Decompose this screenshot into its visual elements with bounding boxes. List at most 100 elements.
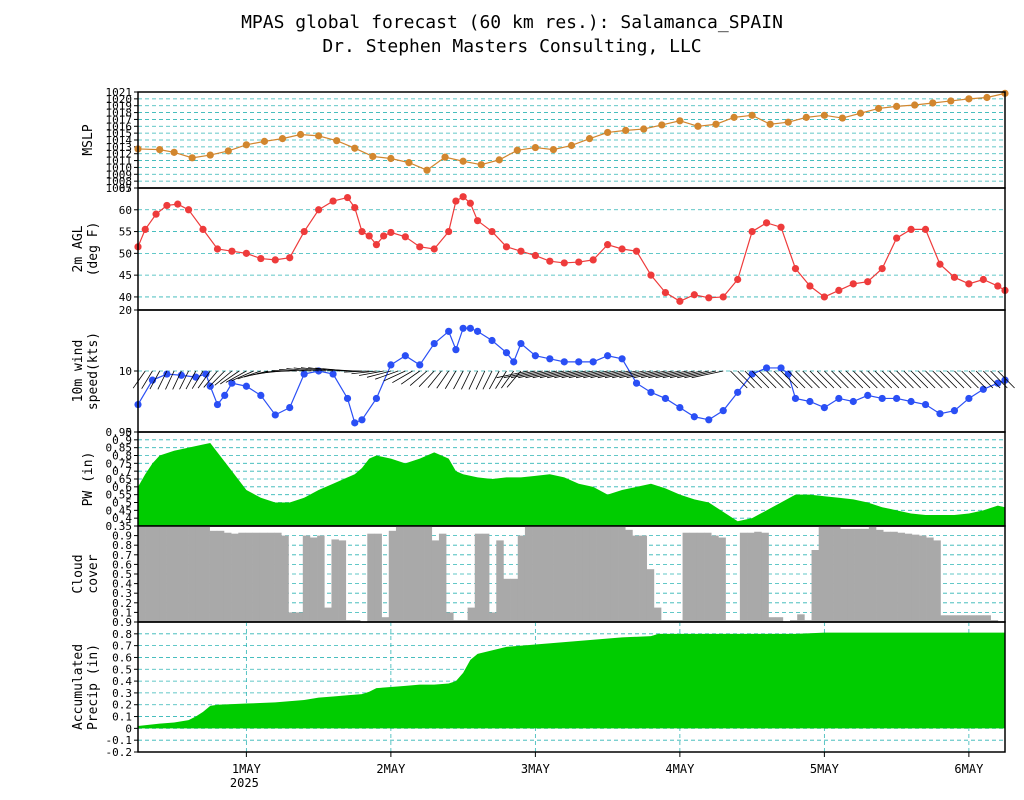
wind-barb [612, 370, 644, 379]
y-tick-label: 1015 [106, 127, 133, 140]
data-point [734, 388, 742, 396]
cloud-bar [367, 533, 375, 622]
wind-barb [889, 370, 907, 389]
data-point [156, 146, 164, 154]
y-tick-label: 1007 [106, 182, 133, 195]
data-point [329, 370, 337, 378]
wind-barb [831, 370, 849, 389]
cloud-bar [883, 531, 891, 622]
data-point [950, 407, 959, 415]
wind-barb [640, 370, 673, 379]
cloud-bar [317, 535, 325, 622]
data-point [148, 376, 157, 384]
data-point [423, 166, 431, 174]
chart-subtitle: Dr. Stephen Masters Consulting, LLC [322, 36, 702, 57]
wind-barb [744, 370, 762, 389]
data-point [921, 400, 930, 409]
data-point [784, 118, 792, 126]
y-tick-label: 55 [119, 226, 132, 239]
series-area [138, 442, 1005, 526]
data-point [979, 385, 987, 393]
data-point [459, 157, 467, 165]
cloud-bar [331, 539, 339, 622]
y-tick-label: 1008 [106, 175, 133, 188]
cloud-bar [180, 526, 189, 622]
data-point [864, 278, 872, 286]
data-point [936, 410, 944, 418]
cloud-bar [138, 526, 146, 622]
wind-barb [751, 370, 770, 389]
wind-barb [510, 370, 543, 379]
data-point [820, 111, 828, 119]
panel-0: 1021102010191018101710161015101410131012… [81, 86, 1009, 195]
data-point [228, 379, 236, 387]
cloud-bar [546, 526, 554, 622]
cloud-bar [990, 620, 999, 622]
cloud-bar [532, 526, 540, 622]
data-point [618, 355, 626, 363]
data-point [893, 394, 901, 403]
wind-barb [780, 370, 799, 389]
data-point [950, 273, 959, 281]
data-point [242, 249, 250, 257]
wind-barb [691, 370, 724, 379]
wind-barb [954, 370, 972, 389]
data-point [893, 102, 901, 110]
data-point [202, 370, 210, 378]
y-tick-label: 0.75 [106, 457, 133, 470]
wind-barb [852, 370, 871, 389]
data-point [658, 121, 666, 129]
panel-2: 0 10 20 10m windspeed(kts) [71, 304, 1009, 439]
data-point [343, 394, 352, 403]
y-tick-label: 0.8 [112, 450, 132, 463]
cloud-bar [173, 526, 182, 622]
y-tick-label: 1018 [106, 107, 133, 120]
x-tick-label: 2MAY [376, 762, 406, 776]
cloud-bar [582, 526, 590, 622]
data-point [719, 293, 727, 301]
cloud-bar [231, 533, 239, 622]
cloud-bar [324, 607, 332, 622]
y-tick-label: 65 [119, 182, 132, 195]
data-point [531, 352, 539, 360]
wind-barb [946, 370, 965, 389]
data-point [163, 201, 171, 210]
y-tick-label: 1013 [106, 141, 133, 154]
y-axis-label: 2m AGL(deg F) [71, 222, 101, 277]
y-axis-label-line: 10m wind [71, 340, 86, 403]
cloud-bar [940, 615, 948, 622]
wind-barb [730, 370, 748, 389]
data-point [199, 225, 207, 233]
data-point [835, 286, 843, 294]
wind-barb [532, 370, 565, 379]
cloud-bar [761, 532, 769, 622]
wind-barb [583, 370, 615, 379]
cloud-bar [567, 526, 576, 622]
cloud-bar [969, 615, 977, 622]
data-point [719, 407, 727, 415]
series-line [137, 92, 1006, 171]
wind-barb [209, 370, 225, 387]
cloud-bar [610, 526, 619, 622]
cloud-bar [632, 535, 640, 622]
data-point [647, 388, 655, 396]
y-axis-label-line: PW (in) [81, 452, 96, 507]
cloud-bar [410, 526, 418, 622]
y-axis-label: AccumulatedPrecip (in) [71, 644, 101, 730]
data-point [575, 358, 583, 366]
wind-barb [271, 370, 297, 372]
cloud-bar [904, 533, 913, 622]
data-point [604, 241, 612, 249]
y-tick-label: 1020 [106, 93, 133, 106]
data-point [213, 400, 222, 409]
data-point [604, 128, 612, 137]
y-tick-label: 0.5 [112, 663, 132, 676]
data-point [575, 258, 583, 266]
data-point [380, 232, 388, 240]
data-point [820, 293, 828, 301]
y-tick-label: -0.1 [106, 734, 133, 747]
data-point [416, 243, 424, 251]
wind-barb [773, 370, 791, 389]
data-point [965, 95, 973, 103]
cloud-bar [438, 533, 447, 622]
